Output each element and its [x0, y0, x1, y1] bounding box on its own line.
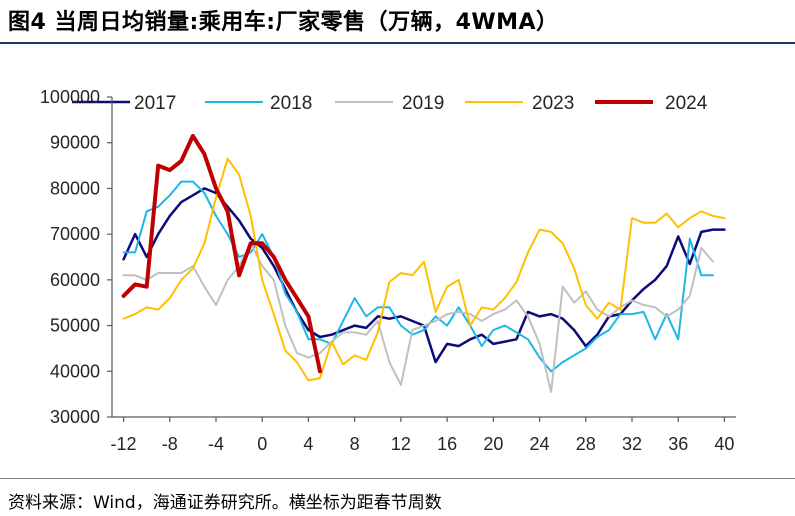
chart-legend: 2017 2018 2019 2023 2024 [72, 93, 708, 114]
x-tick-label: 32 [622, 434, 642, 454]
source-note: 资料来源：Wind，海通证券研究所。横坐标为距春节周数 [8, 493, 442, 513]
series-line-2024 [121, 133, 322, 374]
x-tick-label: -12 [111, 434, 137, 454]
y-tick-label: 60000 [50, 270, 100, 290]
legend-label-2024: 2024 [665, 93, 708, 114]
series-layer [121, 133, 726, 393]
footer-divider [0, 478, 795, 479]
axes-layer: 30000 40000 50000 60000 70000 80000 90000 10000… [40, 87, 736, 454]
figure-title: 图4 当周日均销量:乘用车:厂家零售（万辆，4WMA） [8, 10, 559, 35]
y-tick-label: 70000 [50, 224, 100, 244]
y-tick-label: 30000 [50, 407, 100, 427]
y-tick-label: 80000 [50, 178, 100, 198]
x-tick-label: -8 [162, 434, 178, 454]
series-line-2023 [122, 157, 726, 382]
y-tick-label: 40000 [50, 361, 100, 381]
x-tick-label: 24 [530, 434, 550, 454]
legend-label-2023: 2023 [532, 93, 574, 114]
legend-label-2018: 2018 [270, 93, 312, 114]
x-tick-label: 40 [714, 434, 734, 454]
legend-label-2017: 2017 [134, 93, 176, 114]
line-chart: 2017 2018 2019 2023 2024 3000040000500006000… [40, 87, 736, 454]
x-tick-label: 36 [668, 434, 688, 454]
title-divider [0, 42, 795, 44]
x-tick-label: -4 [208, 434, 224, 454]
figure-header: 图4 当周日均销量:乘用车:厂家零售（万辆，4WMA） [0, 0, 795, 44]
x-tick-label: 20 [483, 434, 503, 454]
x-tick-label: 4 [303, 434, 313, 454]
x-tick-label: 0 [257, 434, 267, 454]
legend-label-2019: 2019 [402, 93, 444, 114]
x-tick-label: 28 [576, 434, 596, 454]
series-line-2017 [122, 187, 726, 364]
x-tick-label: 16 [437, 434, 457, 454]
series-line-2018 [122, 180, 714, 373]
series-line-2019 [122, 242, 714, 393]
x-tick-label: 8 [350, 434, 360, 454]
x-tick-label: 12 [391, 434, 411, 454]
y-tick-label: 90000 [50, 133, 100, 153]
y-tick-label: 100000 [40, 87, 100, 107]
y-tick-label: 50000 [50, 316, 100, 336]
